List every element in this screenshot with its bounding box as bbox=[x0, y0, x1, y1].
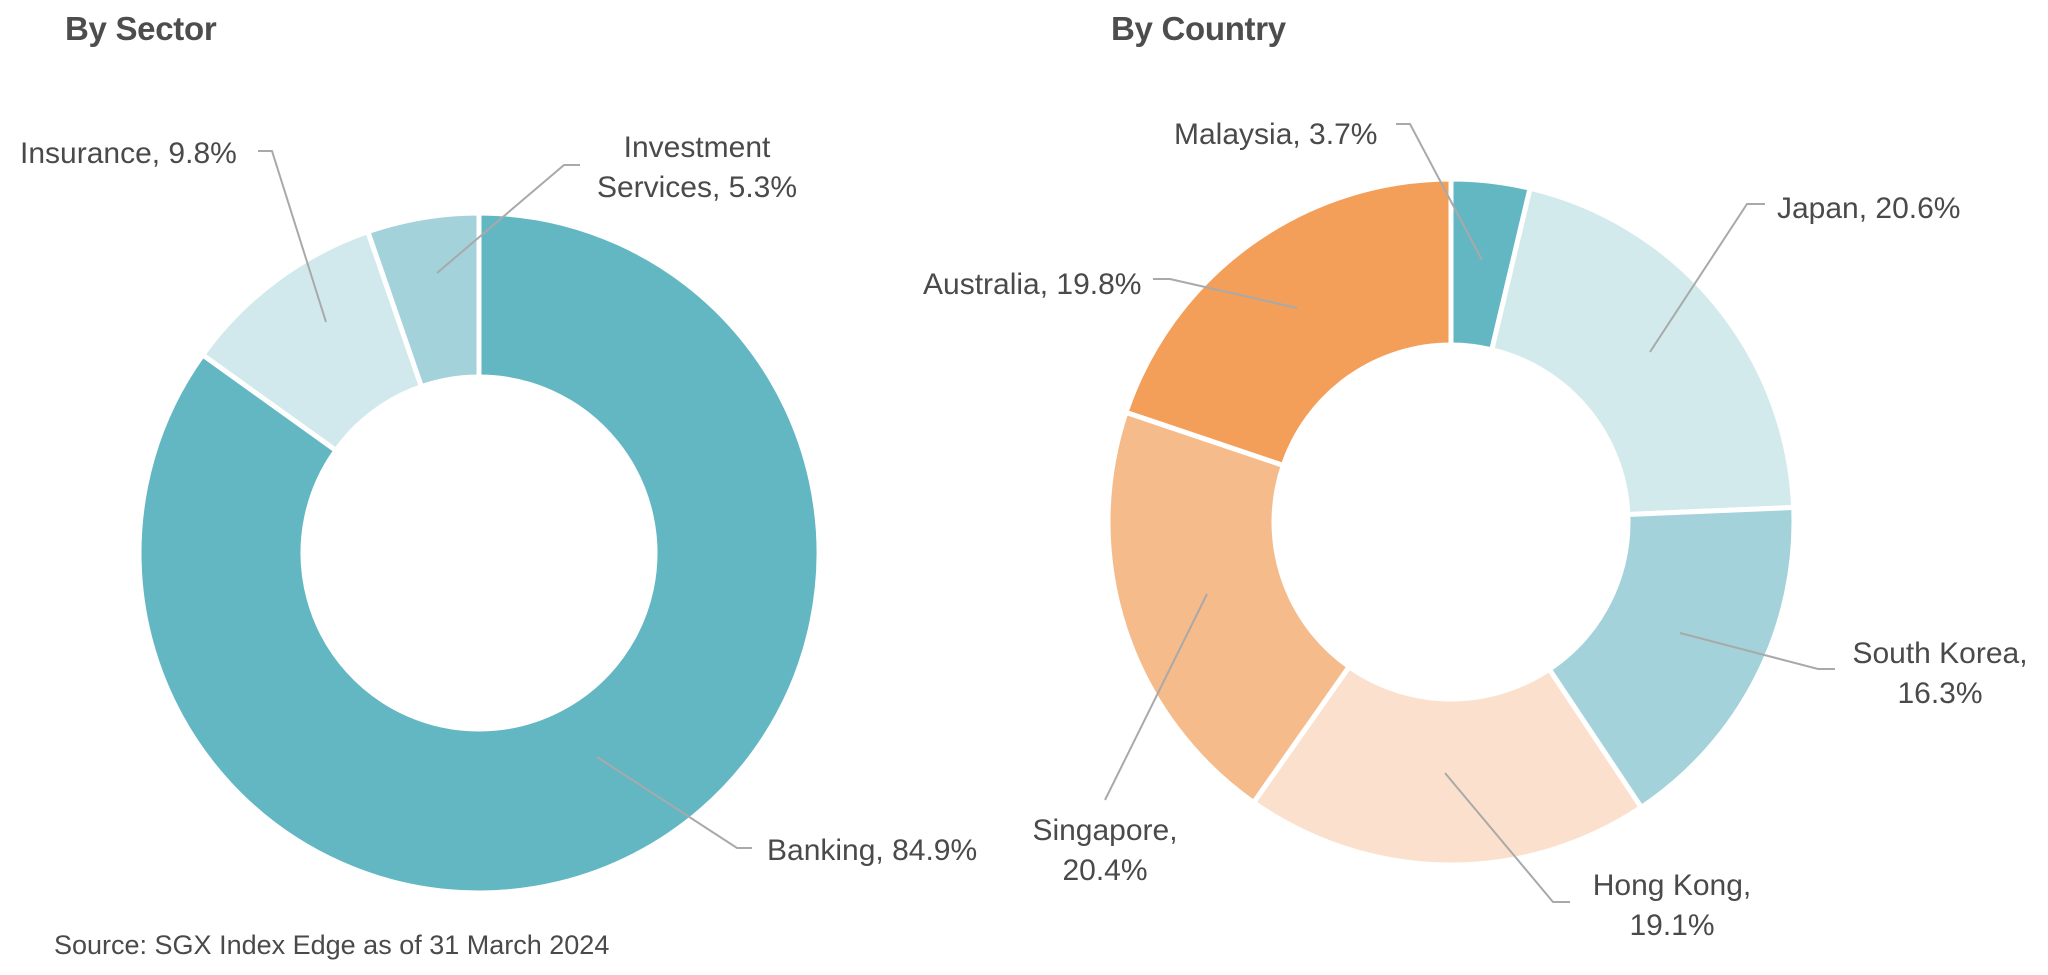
sector-labels: Insurance, 9.8% Investment Services, 5.3… bbox=[20, 131, 977, 867]
label-hong-kong-line2: 19.1% bbox=[1629, 909, 1714, 942]
leader-line-hong-kong bbox=[1444, 772, 1570, 903]
label-japan: Japan, 20.6% bbox=[1777, 192, 1960, 225]
label-australia: Australia, 19.8% bbox=[923, 268, 1141, 301]
leader-line-malaysia bbox=[1396, 123, 1483, 261]
source-note: Source: SGX Index Edge as of 31 March 20… bbox=[54, 930, 610, 960]
label-hong-kong-line1: Hong Kong, bbox=[1593, 869, 1751, 902]
country-labels: Malaysia, 3.7% Japan, 20.6% South Korea,… bbox=[923, 118, 2028, 942]
leader-line-south-korea bbox=[1679, 632, 1835, 670]
leader-line-australia bbox=[1153, 278, 1298, 309]
leader-line-investment-services bbox=[436, 164, 580, 274]
slice-investment-services bbox=[364, 210, 482, 390]
country-chart-title: By Country bbox=[1111, 10, 1286, 47]
leader-line-singapore bbox=[1104, 593, 1208, 801]
leader-line-insurance bbox=[258, 150, 327, 323]
slice-banking bbox=[136, 210, 822, 896]
label-singapore-line1: Singapore, bbox=[1032, 814, 1177, 847]
label-singapore-line2: 20.4% bbox=[1062, 854, 1147, 887]
label-south-korea-line2: 16.3% bbox=[1897, 677, 1982, 710]
slice-australia bbox=[1122, 176, 1454, 469]
label-banking: Banking, 84.9% bbox=[767, 834, 977, 867]
label-investment-services-line2: Services, 5.3% bbox=[597, 171, 797, 204]
leader-line-banking bbox=[596, 756, 752, 849]
slice-south-korea bbox=[1545, 504, 1797, 811]
label-insurance: Insurance, 9.8% bbox=[20, 137, 237, 170]
sector-chart-title: By Sector bbox=[65, 10, 217, 47]
country-donut-chart bbox=[1105, 176, 1797, 868]
slice-japan bbox=[1488, 185, 1797, 518]
label-investment-services-line1: Investment bbox=[624, 131, 771, 164]
sector-donut-chart bbox=[136, 210, 822, 896]
leader-line-japan bbox=[1649, 203, 1765, 353]
label-malaysia: Malaysia, 3.7% bbox=[1174, 118, 1377, 151]
slice-singapore bbox=[1105, 409, 1353, 806]
slice-hong-kong bbox=[1250, 663, 1645, 868]
label-south-korea-line1: South Korea, bbox=[1852, 637, 2027, 670]
